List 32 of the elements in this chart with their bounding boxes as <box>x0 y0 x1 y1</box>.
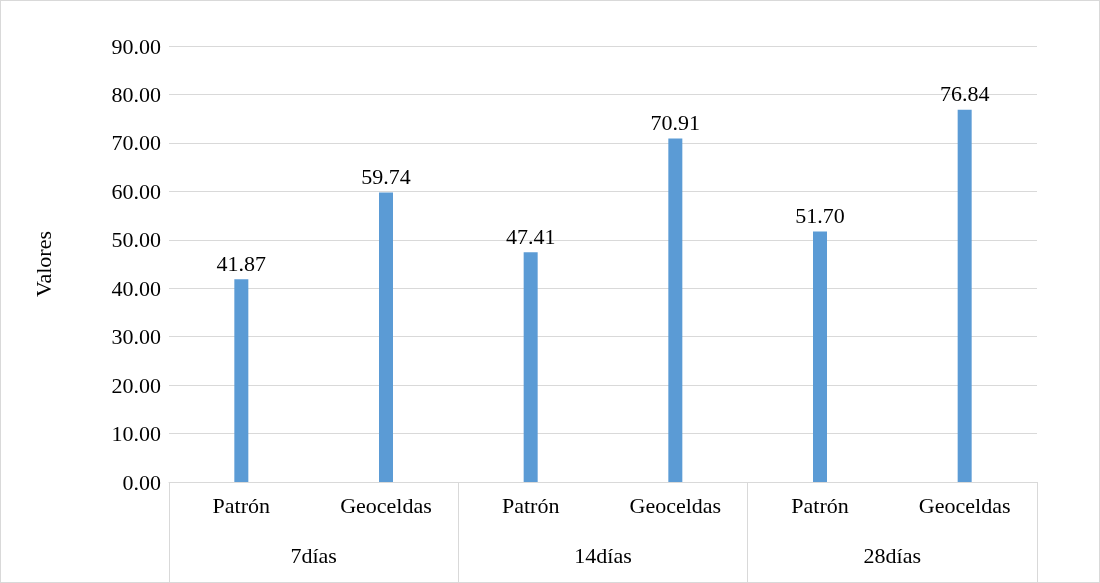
x-tick-label: Patrón <box>791 492 849 518</box>
x-tick-label: Patrón <box>212 492 271 518</box>
y-axis-title: Valores <box>30 231 56 297</box>
x-tick-label: Geoceldas <box>629 492 722 518</box>
x-tick-label: Geoceldas <box>340 492 432 518</box>
y-tick-label: 80.00 <box>111 81 161 107</box>
y-tick-label: 50.00 <box>111 227 161 253</box>
y-tick-label: 0.00 <box>122 469 161 495</box>
y-tick-label: 20.00 <box>111 372 161 398</box>
y-tick-label: 30.00 <box>111 324 161 350</box>
bar <box>379 192 393 482</box>
data-label: 47.41 <box>505 223 556 249</box>
bar <box>668 138 683 482</box>
text: 14días <box>574 542 632 568</box>
bar <box>957 109 972 482</box>
text: 7días <box>290 542 337 568</box>
data-label: 70.91 <box>650 109 701 135</box>
y-tick-label: 90.00 <box>111 33 161 59</box>
y-tick-label: 10.00 <box>111 421 161 447</box>
bar <box>813 231 827 482</box>
data-label: 41.87 <box>216 250 267 276</box>
data-label: 59.74 <box>361 164 411 190</box>
data-label: 51.70 <box>795 203 845 229</box>
y-tick-label: 40.00 <box>111 275 161 301</box>
bar <box>523 252 538 482</box>
bar <box>234 279 249 482</box>
x-tick-label: Geoceldas <box>918 492 1011 518</box>
y-tick-label: 60.00 <box>111 178 161 204</box>
text: 28días <box>863 542 922 568</box>
data-label: 76.84 <box>939 81 990 107</box>
y-tick-label: 70.00 <box>111 130 161 156</box>
x-tick-label: Patrón <box>501 492 560 518</box>
